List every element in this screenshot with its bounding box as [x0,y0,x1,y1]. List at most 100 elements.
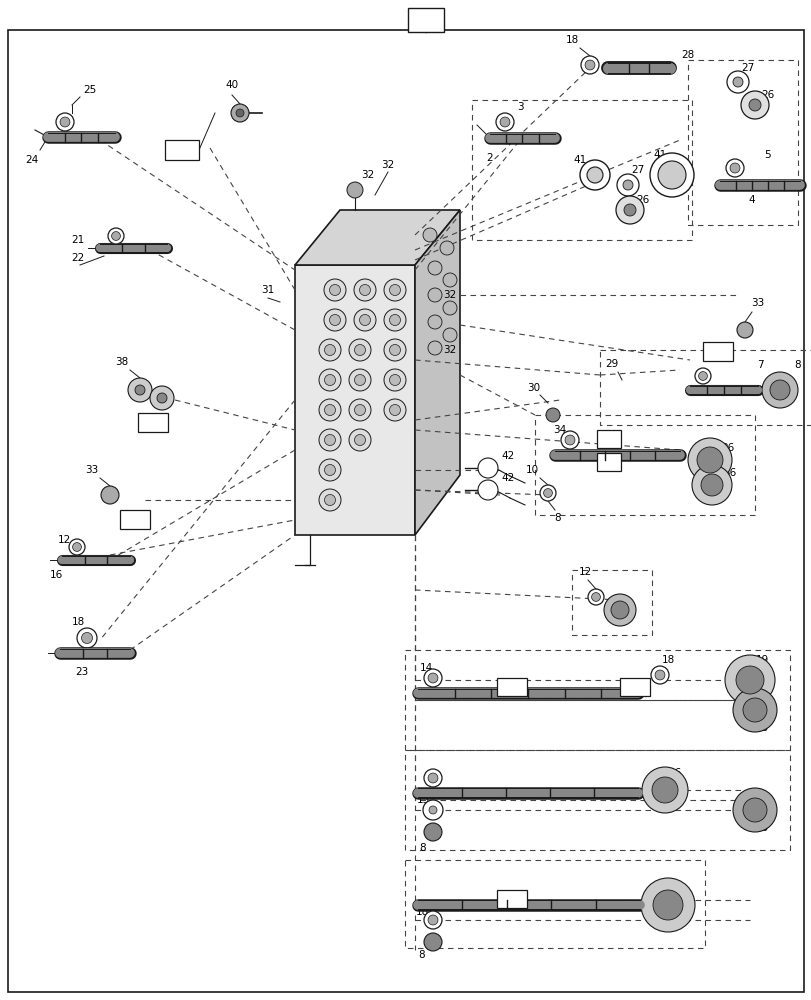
Text: 5: 5 [764,150,770,160]
Text: 3: 3 [516,102,522,112]
Text: 8: 8 [418,950,425,960]
Circle shape [591,593,599,601]
Circle shape [349,339,371,361]
Circle shape [319,459,341,481]
Circle shape [423,228,436,242]
Circle shape [603,594,635,626]
Circle shape [384,279,406,301]
Circle shape [423,669,441,687]
Circle shape [359,284,370,296]
Circle shape [384,339,406,361]
Text: 40: 40 [225,80,238,90]
Circle shape [72,543,81,551]
Circle shape [697,372,706,380]
Circle shape [657,161,685,189]
Circle shape [359,314,370,326]
Circle shape [389,374,400,385]
Circle shape [586,167,603,183]
Circle shape [349,369,371,391]
Text: 22: 22 [71,253,84,263]
Circle shape [329,284,340,296]
Circle shape [652,890,682,920]
Circle shape [610,601,629,619]
Bar [407,8,444,32]
Text: 7: 7 [756,360,762,370]
Text: 17: 17 [628,682,641,692]
Circle shape [440,241,453,255]
Text: 38: 38 [115,357,128,367]
Circle shape [587,589,603,605]
Circle shape [236,109,243,117]
Circle shape [389,284,400,296]
Circle shape [324,494,335,506]
Text: 13: 13 [504,682,518,692]
Text: 18: 18 [661,655,674,665]
Text: 27: 27 [740,63,753,73]
Circle shape [700,474,722,496]
Bar [120,510,150,529]
Text: 35: 35 [754,723,768,733]
Text: 41: 41 [653,150,666,160]
Circle shape [427,673,437,683]
Circle shape [128,378,152,402]
Circle shape [500,117,509,127]
Text: 2: 2 [486,153,493,163]
Circle shape [101,486,119,504]
Circle shape [349,429,371,451]
Circle shape [616,174,638,196]
Text: 33: 33 [750,298,764,308]
Circle shape [354,309,375,331]
Circle shape [423,800,443,820]
Text: 36: 36 [720,443,734,453]
Text: 26: 26 [636,195,649,205]
Circle shape [691,465,731,505]
Bar [702,342,732,361]
Circle shape [427,288,441,302]
Text: 41: 41 [573,155,586,165]
Circle shape [384,399,406,421]
Text: 20: 20 [504,894,518,904]
Circle shape [389,314,400,326]
Text: 19: 19 [754,655,768,665]
Text: 4: 4 [748,195,754,205]
Text: 6: 6 [605,434,611,444]
Circle shape [696,447,722,473]
Text: 10: 10 [525,465,538,475]
Text: 24: 24 [25,155,39,165]
Bar [165,140,199,160]
Circle shape [324,374,335,385]
Circle shape [428,806,436,814]
Circle shape [349,399,371,421]
Circle shape [427,315,441,329]
Circle shape [157,393,167,403]
Text: 18: 18 [71,617,84,627]
Circle shape [545,408,560,422]
Circle shape [60,117,70,127]
Text: 12: 12 [58,535,71,545]
Circle shape [384,309,406,331]
Text: 16: 16 [49,570,62,580]
Bar [496,890,526,908]
Circle shape [427,261,441,275]
Circle shape [640,878,694,932]
Circle shape [564,435,574,445]
Circle shape [324,404,335,416]
Circle shape [389,404,400,416]
Circle shape [642,767,687,813]
Circle shape [324,344,335,356]
Text: 35: 35 [754,823,768,833]
Circle shape [354,279,375,301]
Text: 42: 42 [500,473,514,483]
Circle shape [724,655,774,705]
Bar [138,413,168,432]
Circle shape [740,91,768,119]
Text: 36: 36 [723,468,736,478]
Circle shape [726,71,748,93]
Circle shape [319,339,341,361]
Circle shape [654,670,664,680]
Circle shape [560,431,578,449]
Circle shape [579,160,609,190]
Text: 29: 29 [605,359,618,369]
Text: 21: 21 [71,235,84,245]
Circle shape [725,159,743,177]
